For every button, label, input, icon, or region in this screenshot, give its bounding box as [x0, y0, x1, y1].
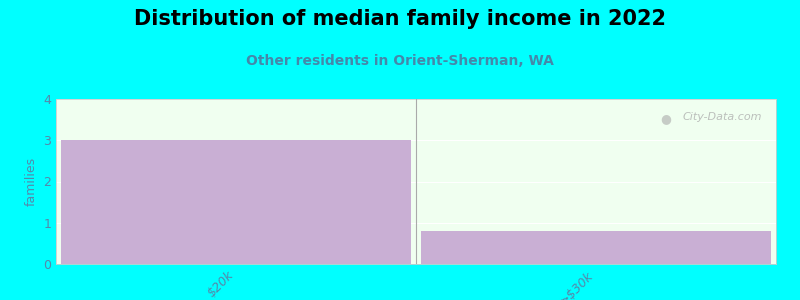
Text: ●: ● [661, 112, 672, 125]
Y-axis label: families: families [25, 157, 38, 206]
Text: Distribution of median family income in 2022: Distribution of median family income in … [134, 9, 666, 29]
Text: City-Data.com: City-Data.com [682, 112, 762, 122]
Bar [62, 140, 410, 264]
Text: Other residents in Orient-Sherman, WA: Other residents in Orient-Sherman, WA [246, 54, 554, 68]
Bar [422, 231, 770, 264]
